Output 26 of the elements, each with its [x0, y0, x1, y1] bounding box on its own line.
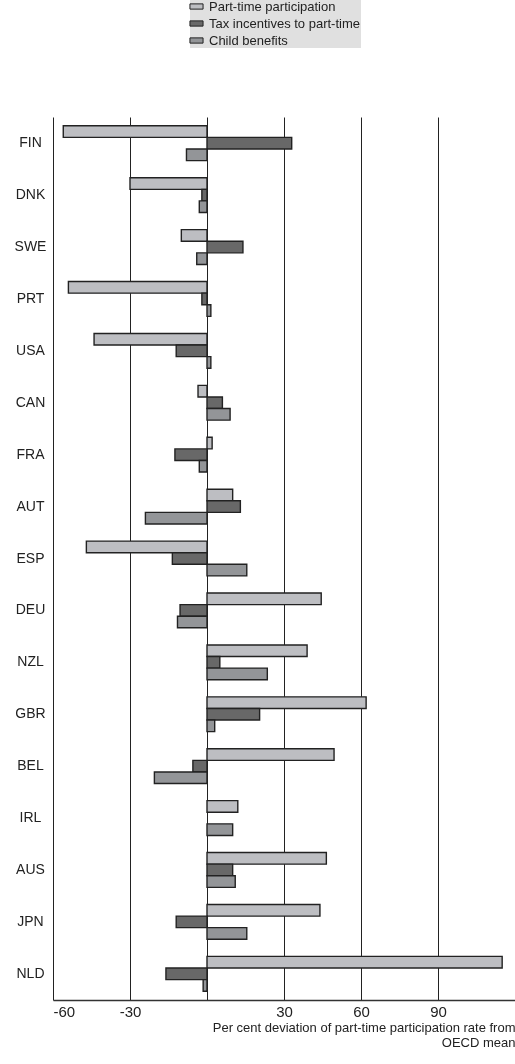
y-tick-label: GBR [15, 705, 46, 722]
legend-label: Tax incentives to part-time [209, 15, 361, 31]
y-tick-label: DNK [15, 186, 46, 203]
y-tick-label: NZL [17, 653, 44, 670]
x-tick-label: 60 [353, 1002, 370, 1020]
legend-label: Part-time participation [209, 0, 336, 14]
y-tick-label: USA [16, 341, 46, 358]
x-tick-label: -30 [119, 1002, 142, 1020]
y-tick-label: CAN [15, 393, 46, 410]
y-tick-label: FIN [19, 134, 42, 151]
legend-label: Child benefits [209, 32, 289, 48]
y-tick-label: IRL [19, 809, 42, 826]
y-tick-label: AUT [16, 497, 45, 514]
x-tick-label: 90 [430, 1002, 447, 1020]
y-tick-label: AUS [16, 860, 45, 877]
y-tick-label: FRA [16, 445, 46, 462]
y-tick-label: PRT [16, 289, 45, 306]
x-axis-title: Per cent deviation of part-time participation rate from OECD mean [212, 1019, 515, 1050]
y-tick-label: ESP [16, 549, 45, 566]
y-tick-label: DEU [15, 601, 46, 618]
x-tick-label: -60 [53, 1002, 76, 1020]
y-tick-label: BEL [17, 757, 44, 774]
x-tick-label: 30 [276, 1002, 293, 1020]
y-tick-label: NLD [16, 964, 45, 981]
y-tick-label: JPN [17, 912, 44, 929]
y-tick-label: SWE [14, 238, 47, 255]
